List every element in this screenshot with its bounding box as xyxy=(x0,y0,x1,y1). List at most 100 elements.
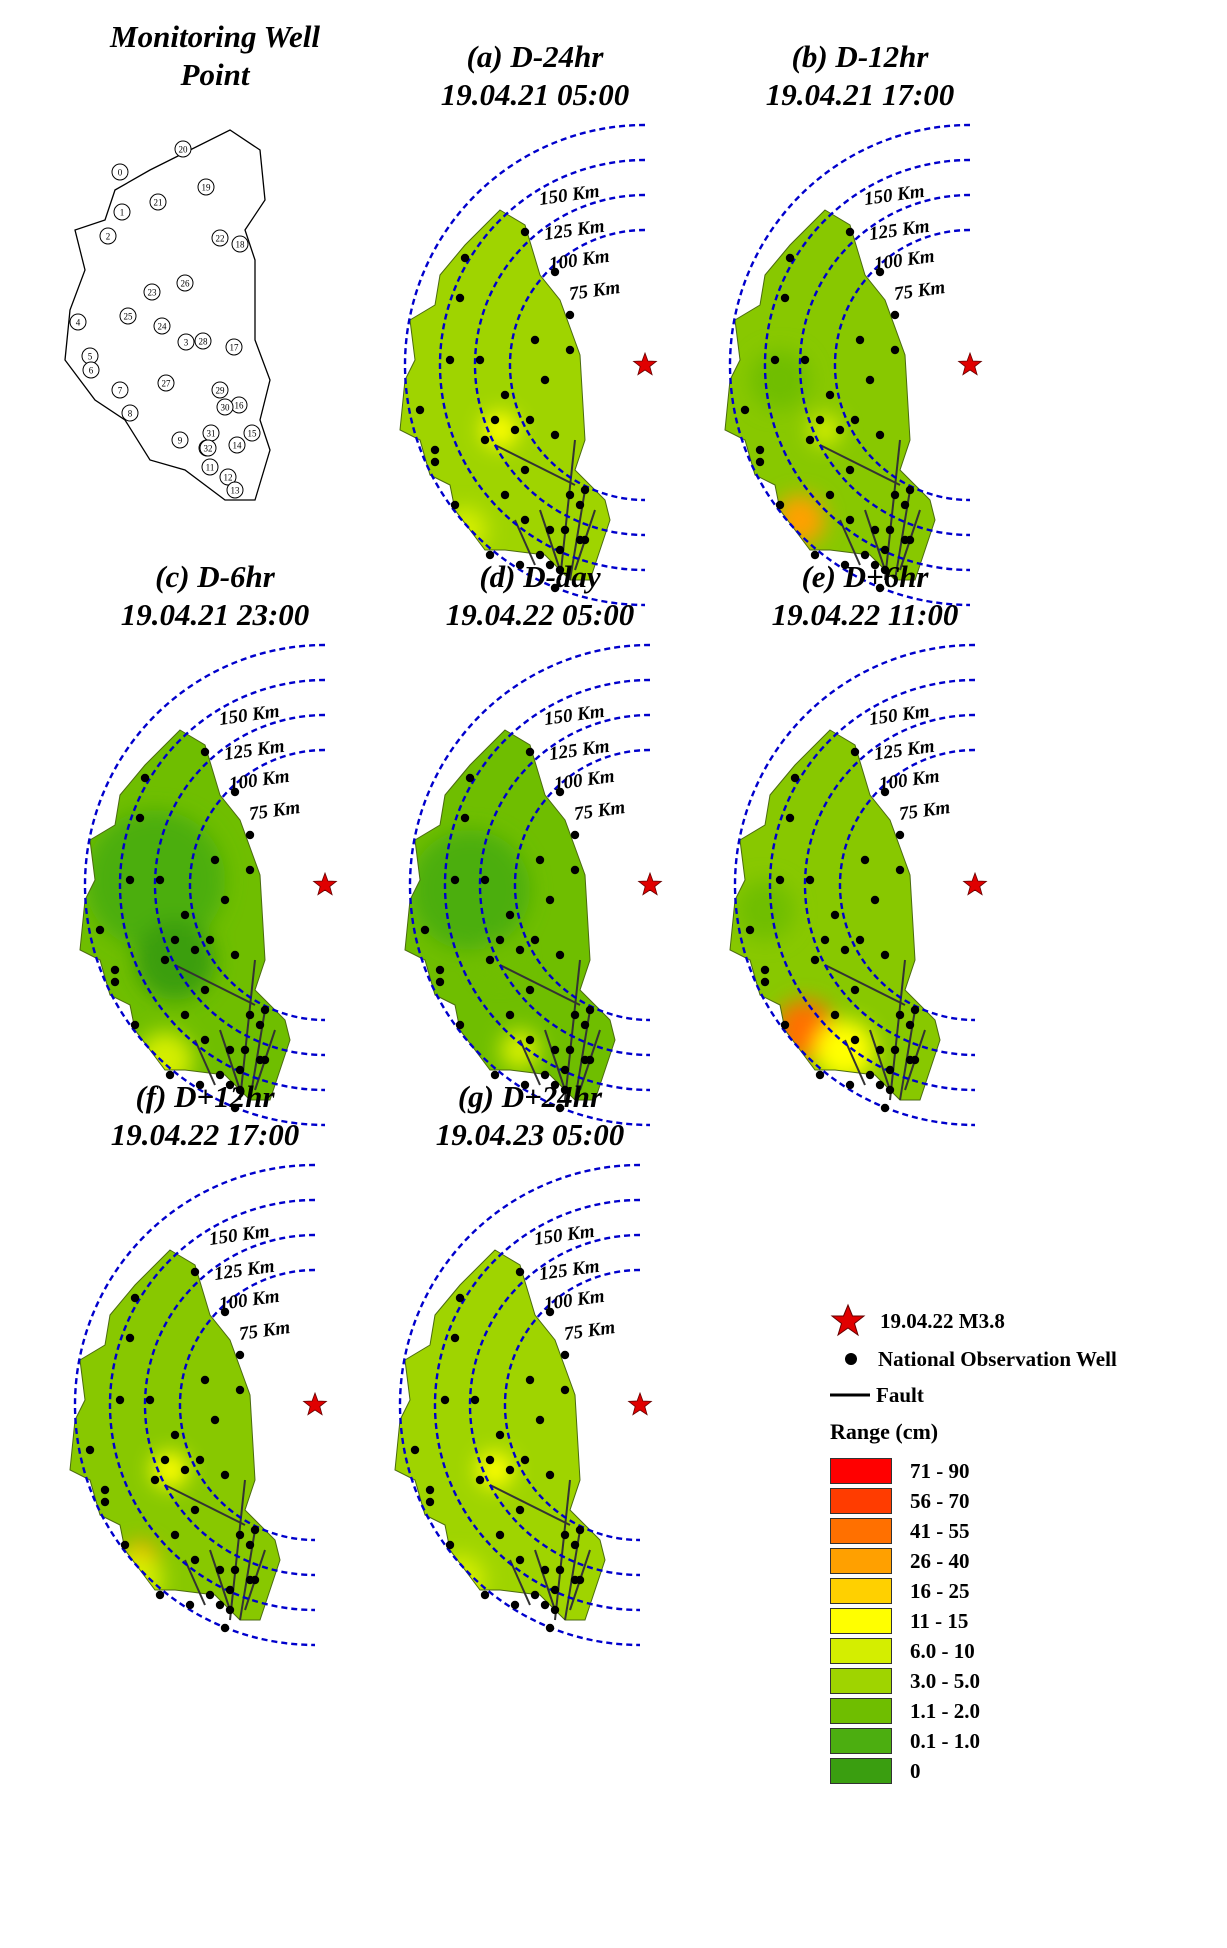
well-dot xyxy=(805,875,815,885)
well-dot xyxy=(465,773,475,783)
well-dot xyxy=(770,355,780,365)
well-dot xyxy=(475,355,485,365)
legend-swatch xyxy=(830,1458,892,1484)
well-dot xyxy=(95,925,105,935)
well-dot xyxy=(125,875,135,885)
well-dot xyxy=(450,875,460,885)
well-dot xyxy=(755,445,765,455)
distance-label: 125 Km xyxy=(868,216,931,245)
well-dot xyxy=(545,1307,555,1317)
legend-range-item: 16 - 25 xyxy=(830,1575,970,1607)
well-dot xyxy=(775,500,785,510)
well-dot xyxy=(555,565,565,575)
well-dot xyxy=(760,977,770,987)
well-dot xyxy=(165,1070,175,1080)
legend-range-item: 6.0 - 10 xyxy=(830,1635,975,1667)
well-dot xyxy=(195,1080,205,1090)
monitoring-well-map: 0123456789101112131415161718192021222324… xyxy=(64,129,271,501)
observation-wells xyxy=(415,227,590,593)
well-dot xyxy=(225,1080,235,1090)
contour-zone xyxy=(107,1552,163,1608)
well-dot xyxy=(170,1430,180,1440)
well-dot xyxy=(485,955,495,965)
distance-label: 75 Km xyxy=(893,277,947,305)
panel-datetime: 19.04.23 05:00 xyxy=(435,1117,625,1152)
well-dot xyxy=(225,1605,235,1615)
well-number-label: 15 xyxy=(248,429,258,439)
legend: 19.04.22 M3.8 National Observation Well … xyxy=(830,1303,1220,1825)
well-dot xyxy=(855,335,865,345)
well-dot xyxy=(890,345,900,355)
well-dot xyxy=(500,390,510,400)
well-dot xyxy=(180,1465,190,1475)
legend-swatch xyxy=(830,1728,892,1754)
well-number-label: 17 xyxy=(230,343,240,353)
well-dot xyxy=(470,1395,480,1405)
well-point-6: 6 xyxy=(82,361,100,379)
legend-range-label: 6.0 - 10 xyxy=(910,1638,975,1663)
well-point-7: 7 xyxy=(111,381,129,399)
well-dot xyxy=(580,485,590,495)
well-dot xyxy=(495,1530,505,1540)
well-point-30: 30 xyxy=(216,398,234,416)
legend-swatch xyxy=(830,1758,892,1784)
distance-circle xyxy=(838,748,976,1022)
distance-circle xyxy=(508,228,646,502)
well-dot xyxy=(570,865,580,875)
well-dot xyxy=(250,1575,260,1585)
well-dot xyxy=(875,430,885,440)
well-dot xyxy=(880,787,890,797)
well-dot xyxy=(230,1103,240,1113)
well-dot xyxy=(800,355,810,365)
legend-range-label: 0.1 - 1.0 xyxy=(910,1728,980,1753)
well-dot xyxy=(490,415,500,425)
well-dot xyxy=(550,583,560,593)
well-dot xyxy=(755,457,765,467)
distance-label: 125 Km xyxy=(543,216,606,245)
well-dot xyxy=(775,875,785,885)
well-dot xyxy=(845,515,855,525)
well-dot xyxy=(425,1497,435,1507)
well-dot xyxy=(130,1020,140,1030)
distance-label: 125 Km xyxy=(538,1256,601,1285)
well-dot xyxy=(215,1600,225,1610)
well-dot xyxy=(840,560,850,570)
well-dot xyxy=(235,1350,245,1360)
observation-wells xyxy=(740,227,915,593)
well-dot xyxy=(875,583,885,593)
well-number-label: 4 xyxy=(76,318,81,328)
well-dot xyxy=(520,1455,530,1465)
well-dot xyxy=(780,293,790,303)
well-dot xyxy=(540,1565,550,1575)
well-dot xyxy=(170,935,180,945)
well-point-4: 4 xyxy=(69,313,87,331)
well-dot xyxy=(850,1035,860,1045)
distance-label: 125 Km xyxy=(213,1256,276,1285)
well-point-25: 25 xyxy=(119,307,137,325)
well-point-8: 8 xyxy=(121,404,139,422)
well-number-label: 13 xyxy=(231,486,241,496)
well-dot xyxy=(860,855,870,865)
distance-circles xyxy=(408,643,651,1127)
well-dot xyxy=(480,875,490,885)
well-dot xyxy=(910,1005,920,1015)
well-dot xyxy=(555,1565,565,1575)
well-dot xyxy=(495,935,505,945)
well-dot xyxy=(550,267,560,277)
well-point-18: 18 xyxy=(231,235,249,253)
well-point-9: 9 xyxy=(171,431,189,449)
well-dot xyxy=(430,457,440,467)
well-point-19: 19 xyxy=(197,178,215,196)
well-dot xyxy=(580,1020,590,1030)
distance-circle xyxy=(473,193,646,537)
well-number-label: 5 xyxy=(88,352,93,362)
earthquake-star-icon xyxy=(637,871,663,896)
well-dot xyxy=(520,227,530,237)
well-dot xyxy=(875,267,885,277)
contour-zone xyxy=(135,920,215,1000)
well-dot xyxy=(900,500,910,510)
well-dot xyxy=(575,500,585,510)
well-dot xyxy=(525,747,535,757)
well-dot xyxy=(870,895,880,905)
